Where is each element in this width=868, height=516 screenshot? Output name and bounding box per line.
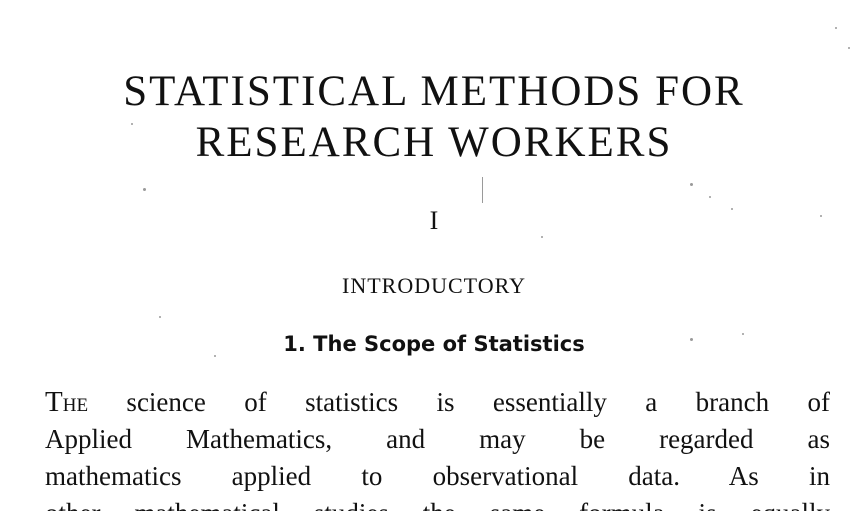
body-line-1-text: science of statistics is essentially a b… [88,387,830,417]
chapter-title: INTRODUCTORY [342,273,526,298]
scan-speck [690,338,693,341]
book-title-line-2: RESEARCH WORKERS [195,119,673,166]
section-heading: 1. The Scope of Statistics [283,332,585,356]
drop-cap: T [45,386,63,418]
scan-speck [742,333,744,335]
body-line-1: The science of statistics is essentially… [45,384,830,421]
scan-speck [835,27,837,29]
book-title-line-1: STATISTICAL METHODS FOR [123,68,745,115]
small-caps-text: he [62,387,89,417]
scan-artifact-line [482,177,483,203]
body-paragraph: The science of statistics is essentially… [45,384,830,511]
chapter-number: I [429,206,439,235]
scan-speck [541,236,543,238]
scan-speck [820,215,822,217]
scan-speck [131,123,133,125]
scan-speck [159,316,161,318]
scan-speck [731,208,733,210]
body-line-3: mathematics applied to observational dat… [45,461,830,491]
scan-speck [848,47,850,49]
scan-speck [690,183,693,186]
body-line-4-partial: other mathematical studies the same form… [45,495,830,511]
body-line-2: Applied Mathematics, and may be regarded… [45,424,830,454]
scan-speck [709,196,711,198]
scan-speck [143,188,146,191]
scan-speck [214,355,216,357]
